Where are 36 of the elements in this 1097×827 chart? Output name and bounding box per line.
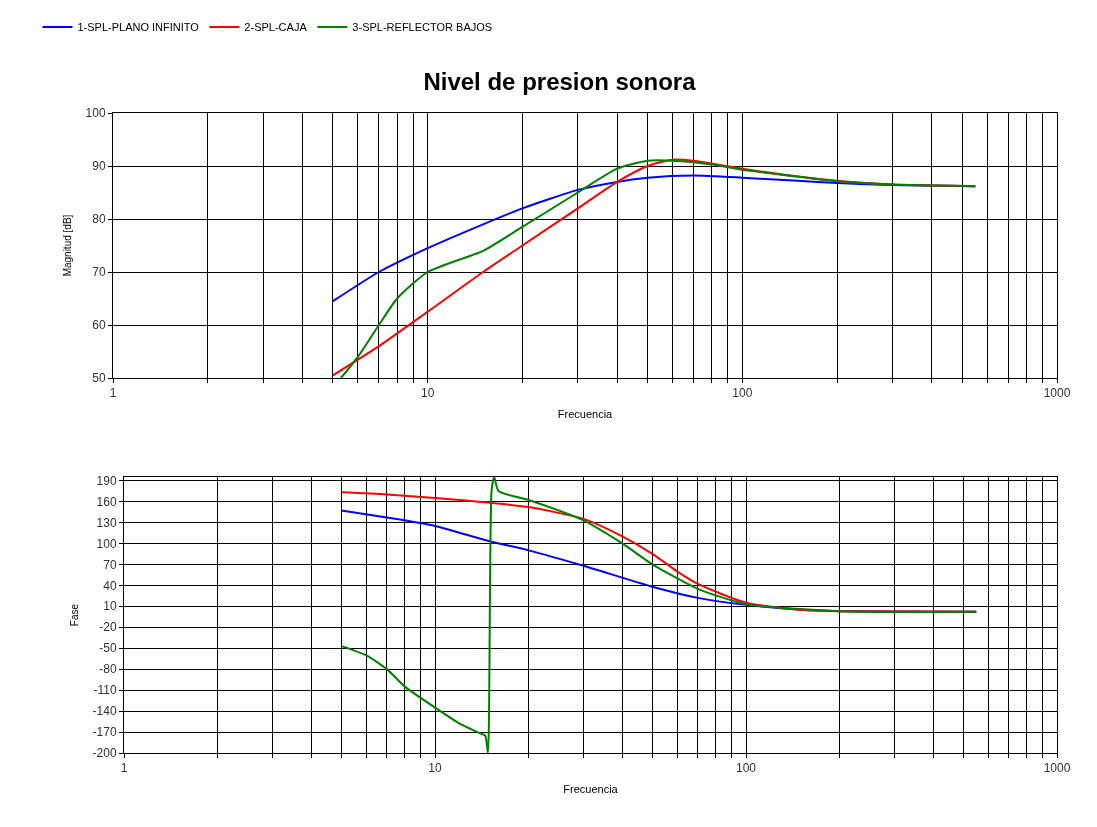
y-tick-label: 190 [96, 473, 117, 488]
y-tick-label: -110 [93, 683, 117, 698]
y-tick-label: 90 [92, 159, 106, 174]
y-tick-label: -50 [99, 641, 117, 656]
y-tick-label: 40 [103, 578, 117, 593]
y-tick-label: 100 [85, 106, 106, 121]
y-tick-label: -170 [92, 725, 117, 740]
y-tick-label: 50 [92, 371, 106, 386]
y-tick-label: 160 [96, 494, 117, 509]
x-tick-label: 1000 [1043, 761, 1071, 776]
y-tick-label: -200 [92, 746, 117, 761]
x-tick-label: 100 [732, 386, 753, 401]
x-tick-label: 1000 [1043, 386, 1071, 401]
y-tick-label: 130 [96, 515, 117, 530]
y-tick-label: 70 [92, 265, 106, 280]
y-tick-label: 80 [92, 212, 106, 227]
chart-title: Nivel de presion sonora [423, 68, 697, 96]
x-tick-label: 10 [428, 761, 442, 776]
y-axis-title: Magnitud [dB] [61, 214, 73, 277]
y-tick-label: -80 [99, 662, 117, 677]
y-tick-label: 100 [96, 536, 117, 551]
legend-label: 2-SPL-CAJA [244, 21, 308, 34]
y-tick-label: -20 [99, 620, 117, 635]
x-tick-label: 100 [735, 761, 757, 776]
x-tick-label: 1 [120, 761, 128, 776]
y-axis-title: Fase [68, 603, 80, 627]
x-tick-label: 1 [109, 386, 117, 401]
y-tick-label: 10 [103, 599, 117, 614]
y-tick-label: 60 [92, 318, 106, 333]
legend-label: 1-SPL-PLANO INFINITO [77, 21, 200, 34]
legend-label: 3-SPL-REFLECTOR BAJOS [352, 21, 493, 34]
x-tick-label: 10 [420, 386, 435, 401]
y-tick-label: -140 [92, 704, 117, 719]
x-axis-title: Frecuencia [557, 407, 614, 420]
x-axis-title: Frecuencia [563, 782, 619, 795]
y-tick-label: 70 [103, 557, 117, 572]
